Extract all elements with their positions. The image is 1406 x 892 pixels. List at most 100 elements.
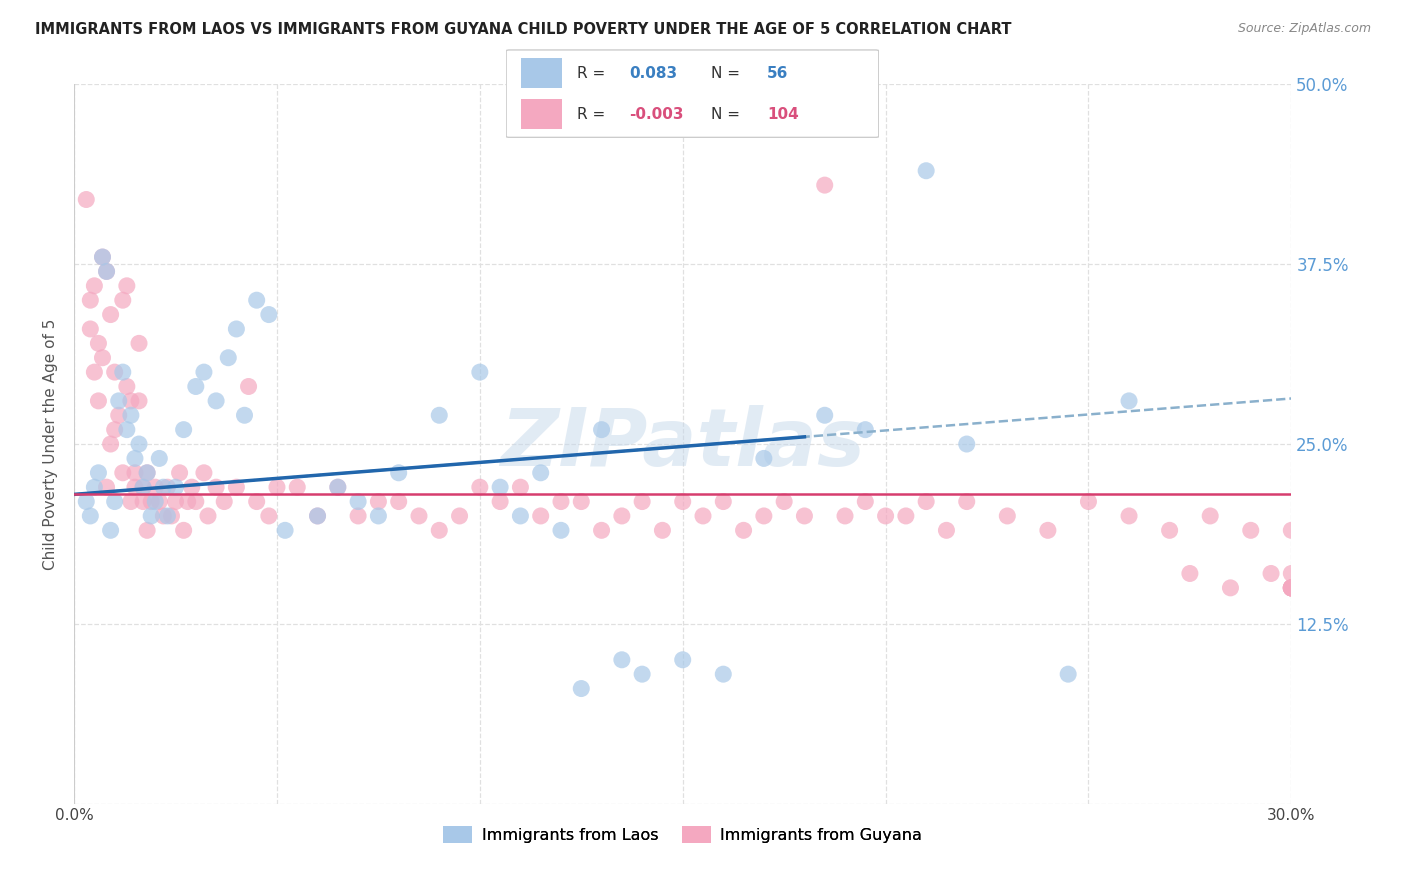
Legend: Immigrants from Laos, Immigrants from Guyana: Immigrants from Laos, Immigrants from Gu… xyxy=(437,820,928,849)
Point xyxy=(569,494,592,508)
Point xyxy=(75,193,97,207)
Point xyxy=(489,480,512,494)
Text: -0.003: -0.003 xyxy=(628,107,683,121)
Point xyxy=(1279,581,1302,595)
Point xyxy=(152,508,174,523)
Point xyxy=(120,494,142,508)
Point xyxy=(853,494,876,508)
Point xyxy=(136,524,159,538)
Point xyxy=(75,494,97,508)
Point xyxy=(217,351,239,365)
Point xyxy=(894,508,917,523)
Point xyxy=(793,508,815,523)
Point xyxy=(814,409,837,423)
Point xyxy=(96,480,118,494)
Point xyxy=(773,494,796,508)
Point xyxy=(165,494,187,508)
Point xyxy=(128,336,150,351)
Point xyxy=(752,508,775,523)
Point xyxy=(875,508,897,523)
Point xyxy=(152,480,174,494)
Point xyxy=(388,466,411,480)
Point xyxy=(530,508,553,523)
Point xyxy=(468,365,491,379)
Point xyxy=(752,451,775,466)
Point xyxy=(184,494,207,508)
Point xyxy=(111,293,134,308)
Bar xyxy=(522,58,562,88)
Point xyxy=(672,494,695,508)
Text: N =: N = xyxy=(711,66,745,80)
Point xyxy=(141,508,163,523)
Point xyxy=(1279,581,1302,595)
Point xyxy=(173,524,195,538)
Point xyxy=(672,653,695,667)
Point xyxy=(225,480,247,494)
Point xyxy=(834,508,856,523)
Point xyxy=(205,480,228,494)
Point xyxy=(132,494,155,508)
Point xyxy=(111,365,134,379)
Point xyxy=(388,494,411,508)
Point xyxy=(285,480,308,494)
Point xyxy=(307,508,329,523)
Point xyxy=(711,667,734,681)
Point xyxy=(79,322,101,336)
Text: R =: R = xyxy=(576,107,610,121)
Point xyxy=(104,494,127,508)
Point xyxy=(326,480,349,494)
Point xyxy=(610,508,633,523)
Point xyxy=(814,178,837,193)
Point xyxy=(1159,524,1181,538)
Point xyxy=(193,466,215,480)
Point xyxy=(100,308,122,322)
Point xyxy=(915,494,938,508)
Point xyxy=(180,480,202,494)
Point xyxy=(120,409,142,423)
Point xyxy=(107,409,129,423)
Point xyxy=(995,508,1018,523)
Point xyxy=(1240,524,1263,538)
Point xyxy=(225,322,247,336)
Point xyxy=(274,524,297,538)
Point xyxy=(128,393,150,408)
Point xyxy=(257,308,280,322)
Point xyxy=(427,524,450,538)
Point xyxy=(136,466,159,480)
Point xyxy=(1279,581,1302,595)
Point xyxy=(1219,581,1241,595)
Point xyxy=(651,524,673,538)
Point xyxy=(212,494,235,508)
Point xyxy=(307,508,329,523)
Point xyxy=(489,494,512,508)
Point xyxy=(711,494,734,508)
Point xyxy=(128,437,150,451)
Point xyxy=(87,393,110,408)
Point xyxy=(569,681,592,696)
Point xyxy=(853,423,876,437)
Point xyxy=(115,379,138,393)
Point xyxy=(141,494,163,508)
Point xyxy=(1260,566,1282,581)
Point xyxy=(591,423,613,437)
Point xyxy=(246,494,269,508)
Point xyxy=(120,393,142,408)
Point xyxy=(91,351,114,365)
Point xyxy=(193,365,215,379)
Point xyxy=(79,508,101,523)
Point xyxy=(143,480,166,494)
Text: Source: ZipAtlas.com: Source: ZipAtlas.com xyxy=(1237,22,1371,36)
Point xyxy=(173,423,195,437)
Point xyxy=(1077,494,1099,508)
Point xyxy=(1118,508,1140,523)
Point xyxy=(115,278,138,293)
Point xyxy=(1279,581,1302,595)
Point xyxy=(87,336,110,351)
Point xyxy=(935,524,957,538)
Point xyxy=(367,508,389,523)
FancyBboxPatch shape xyxy=(506,50,879,137)
Point xyxy=(408,508,430,523)
Point xyxy=(100,437,122,451)
Point xyxy=(233,409,256,423)
Point xyxy=(124,480,146,494)
